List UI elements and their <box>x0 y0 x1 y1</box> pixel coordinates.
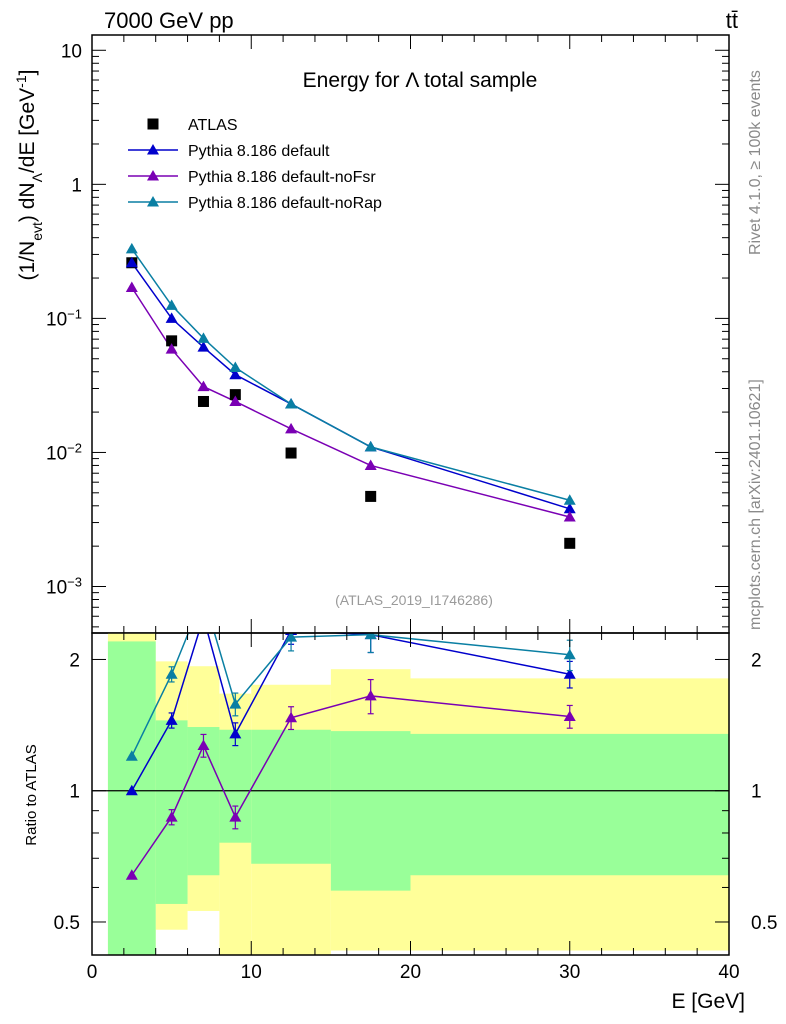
process-label: tt̄ <box>726 8 738 33</box>
data-point-nofsr <box>563 510 576 522</box>
ratio-point-nofsr <box>364 689 377 701</box>
data-point-nofsr <box>229 395 242 406</box>
data-point-default <box>229 368 242 380</box>
data-point-norap <box>165 299 178 310</box>
ratio-y-tick-label: 0.5 <box>54 913 80 934</box>
y-tick-label: 1 <box>71 175 82 196</box>
legend-label-norap: Pythia 8.186 default-noRap <box>188 195 382 212</box>
ratio-y-tick-label-right: 1 <box>751 782 762 803</box>
ratio-point-norap <box>285 633 298 642</box>
ratio-point-norap <box>197 590 209 601</box>
ratio-point-nofsr <box>563 710 576 721</box>
ratio-y-axis-label: Ratio to ATLAS <box>23 744 40 845</box>
ratio-point-norap <box>563 648 576 660</box>
data-point-nofsr <box>285 422 298 434</box>
data-point-default <box>125 256 138 268</box>
y-tick-label: 10−1 <box>46 306 82 331</box>
legend: ATLAS Pythia 8.186 default Pythia 8.186 de… <box>128 117 382 212</box>
legend-marker-default <box>147 144 159 155</box>
ratio-point-norap <box>364 633 377 640</box>
x-axis-label: E [GeV] <box>671 990 745 1013</box>
legend-marker-nofsr <box>147 170 159 181</box>
main-plot-panel: 10−3 10−2 10−1 1 10 Energy for Λ total sampl… <box>46 34 730 634</box>
y-tick-label: 10−3 <box>46 574 82 599</box>
series-line-default <box>131 262 570 510</box>
data-point-norap <box>229 361 242 373</box>
ratio-point-nofsr <box>229 811 242 822</box>
ratio-point-nofsr <box>125 869 138 880</box>
legend-label-default: Pythia 8.186 default <box>188 143 330 160</box>
uncertainty-band-green <box>330 731 411 891</box>
legend-label-atlas: ATLAS <box>188 117 238 134</box>
data-point-norap <box>197 332 210 343</box>
data-point-nofsr <box>364 459 377 470</box>
energy-label: 7000 GeV pp <box>104 8 234 33</box>
data-point-norap <box>563 494 576 505</box>
data-point-nofsr <box>125 281 138 292</box>
analysis-id-label: (ATLAS_2019_I1746286) <box>335 592 493 608</box>
data-point-nofsr <box>165 343 178 354</box>
legend-marker-norap <box>147 196 159 207</box>
ratio-plot-panel: 0.5 0.51 12 20 10 20 30 40 Ratio to ATLAS <box>23 590 777 983</box>
data-point-atlas <box>564 537 576 549</box>
ratio-point-default <box>125 784 138 796</box>
ratio-point-default <box>563 668 576 679</box>
rivet-version-label: Rivet 4.1.0, ≥ 100k events <box>747 70 764 255</box>
data-point-atlas <box>166 335 178 347</box>
ratio-y-tick-label: 2 <box>69 650 80 671</box>
ratio-y-tick-label-right: 0.5 <box>751 913 777 934</box>
data-point-default <box>197 341 210 352</box>
y-tick-label: 10−2 <box>46 440 82 465</box>
data-point-atlas <box>285 447 297 459</box>
y-tick-label: 10 <box>61 41 82 62</box>
uncertainty-band-green <box>107 641 156 955</box>
ratio-y-tick-label-right: 2 <box>751 650 762 671</box>
ratio-point-default <box>197 611 209 622</box>
ratio-point-norap <box>165 668 178 679</box>
ratio-point-norap <box>125 750 138 761</box>
legend-label-nofsr: Pythia 8.186 default-noFsr <box>188 169 376 186</box>
data-point-atlas <box>229 389 241 401</box>
x-tick-label: 40 <box>718 962 739 983</box>
data-point-norap <box>125 242 138 254</box>
data-point-norap <box>285 397 298 409</box>
ratio-point-nofsr <box>165 811 178 822</box>
mcplots-label: mcplots.cern.ch [arXiv:2401.10621] <box>747 379 764 630</box>
ratio-point-default <box>229 727 242 739</box>
data-point-atlas <box>365 490 377 502</box>
uncertainty-band-green <box>251 729 331 864</box>
main-y-axis-label: (1/Nevt) dNΛ/dE [GeV-1] <box>13 70 45 281</box>
x-tick-label: 20 <box>400 962 421 983</box>
data-point-nofsr <box>197 380 210 392</box>
x-tick-label: 30 <box>559 962 580 983</box>
data-point-default <box>563 502 576 514</box>
ratio-point-nofsr <box>285 711 298 723</box>
ratio-y-tick-label: 1 <box>69 782 80 803</box>
ratio-point-default <box>165 714 178 725</box>
data-point-default <box>165 312 178 323</box>
x-tick-label: 10 <box>241 962 262 983</box>
data-point-atlas <box>197 395 209 407</box>
uncertainty-band-green <box>410 733 729 876</box>
x-tick-label: 0 <box>87 962 98 983</box>
ratio-point-nofsr <box>197 739 210 750</box>
series-line-norap <box>131 248 570 501</box>
ratio-point-norap <box>229 698 242 709</box>
data-point-norap <box>364 440 377 452</box>
legend-marker-atlas <box>147 118 159 130</box>
chart-title: Energy for Λ total sample <box>303 69 538 92</box>
